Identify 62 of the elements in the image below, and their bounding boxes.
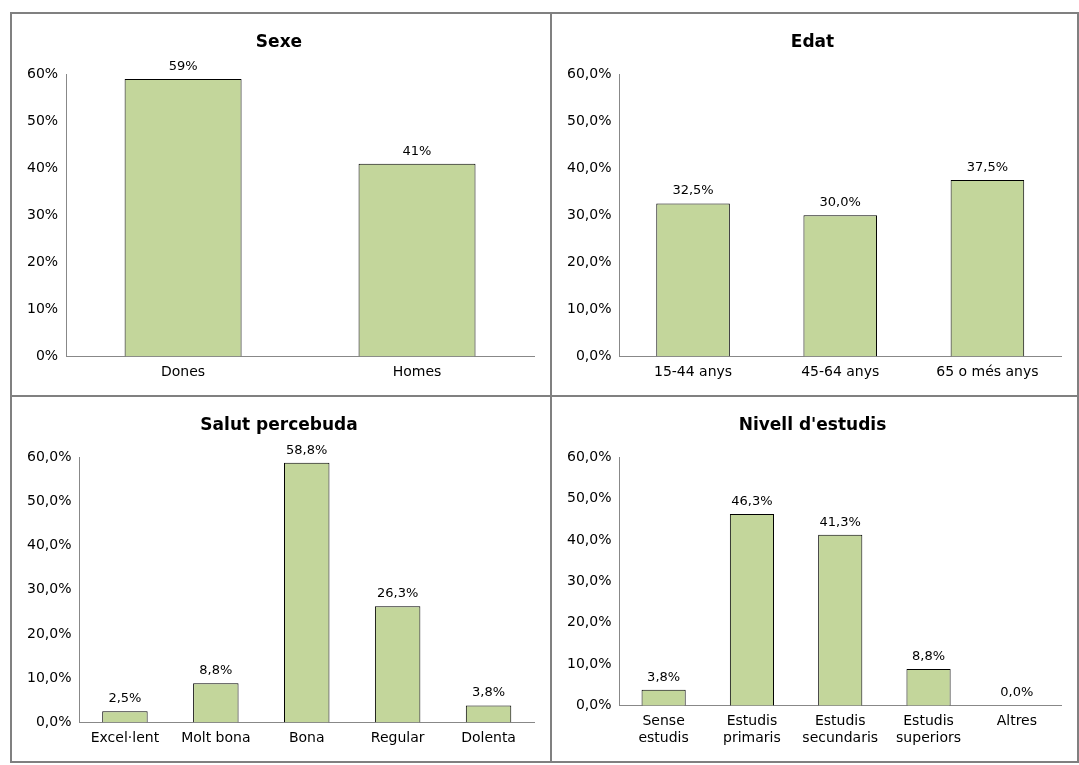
y-tick-label: 20,0% — [26, 624, 72, 641]
x-tick-label: Estudis primaris — [723, 712, 781, 746]
x-tick-label: Altres — [996, 712, 1037, 729]
y-tick-label: 10% — [26, 299, 59, 316]
y-tick-label: 20% — [26, 252, 59, 269]
y-tick-label: 30,0% — [566, 205, 612, 222]
y-tick-label: 0,0% — [575, 346, 612, 363]
chart-title: Nivell d'estudis — [738, 413, 887, 434]
y-tick-label: 60,0% — [26, 448, 72, 465]
y-tick-label: 40,0% — [566, 158, 612, 175]
y-tick-label: 0,0% — [575, 696, 612, 713]
data-label: 58,8% — [286, 441, 328, 457]
y-tick-label: 20,0% — [566, 613, 612, 630]
x-tick-label: Excel·lent — [90, 729, 160, 746]
x-tick-label: 65 o més anys — [936, 363, 1039, 380]
x-tick-label: 15-44 anys — [653, 363, 733, 380]
y-tick-label: 60,0% — [566, 65, 612, 82]
y-tick-label: 40,0% — [566, 530, 612, 547]
data-label: 30,0% — [819, 194, 861, 210]
y-tick-label: 20,0% — [566, 252, 612, 269]
y-tick-label: 30,0% — [26, 580, 72, 597]
x-tick-label: Molt bona — [181, 729, 251, 746]
data-label: 3,8% — [647, 668, 681, 684]
x-tick-label: Dolenta — [461, 729, 516, 746]
data-label: 8,8% — [912, 647, 946, 663]
data-label: 59% — [168, 57, 198, 73]
y-tick-label: 10,0% — [566, 299, 612, 316]
data-label: 46,3% — [731, 492, 773, 508]
x-tick-label: Bona — [288, 729, 325, 746]
x-tick-label: Dones — [161, 363, 206, 380]
x-tick-label: Estudis secundaris — [802, 712, 879, 746]
y-tick-label: 50% — [26, 112, 59, 129]
x-tick-label: Regular — [370, 729, 425, 746]
data-label: 3,8% — [472, 684, 506, 700]
x-tick-label: 45-64 anys — [801, 363, 880, 380]
x-tick-label: Sense estudis — [638, 712, 689, 746]
y-tick-label: 30,0% — [566, 572, 612, 589]
data-label: 8,8% — [199, 662, 233, 678]
data-label: 2,5% — [108, 690, 142, 706]
y-tick-label: 0,0% — [35, 712, 72, 729]
y-tick-label: 30% — [26, 205, 59, 222]
data-label: 26,3% — [376, 585, 419, 600]
data-label: 41,3% — [819, 513, 861, 529]
data-label: 32,5% — [672, 182, 714, 198]
y-tick-label: 10,0% — [26, 668, 72, 685]
y-tick-label: 40% — [26, 158, 59, 175]
data-label: 37,5% — [966, 158, 1009, 174]
chart-title: Sexe — [255, 30, 303, 51]
y-tick-label: 60% — [26, 65, 59, 82]
y-tick-label: 0% — [35, 346, 59, 363]
x-tick-label: Estudis superiors — [896, 712, 962, 746]
y-tick-label: 50,0% — [26, 492, 72, 509]
x-tick-label: Homes — [392, 363, 442, 380]
data-label: 0,0% — [1000, 684, 1034, 700]
y-tick-label: 50,0% — [566, 112, 612, 129]
data-label: 41% — [402, 142, 432, 158]
y-tick-label: 10,0% — [566, 654, 612, 671]
y-tick-label: 40,0% — [26, 536, 72, 553]
y-tick-label: 60,0% — [566, 448, 612, 465]
chart-title: Salut percebuda — [200, 413, 358, 434]
y-tick-label: 50,0% — [566, 489, 612, 506]
chart-title: Edat — [790, 30, 835, 51]
